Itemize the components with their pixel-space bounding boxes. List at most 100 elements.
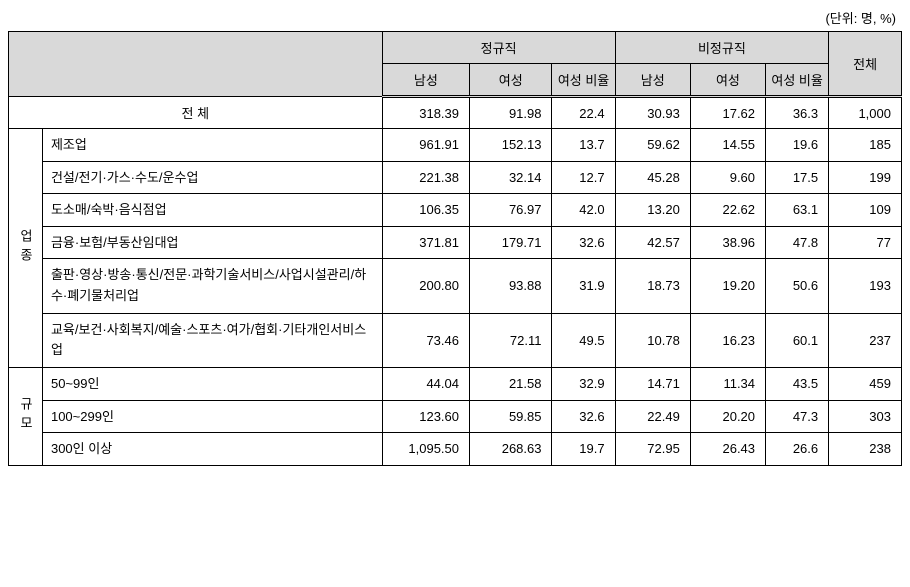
- cell-reg-female: 179.71: [470, 226, 552, 259]
- cell-total: 459: [829, 368, 902, 401]
- cell-reg-male: 73.46: [382, 313, 469, 368]
- cell-nr-ratio: 60.1: [766, 313, 829, 368]
- cell-nr-ratio: 47.3: [766, 400, 829, 433]
- header-nr-male: 남성: [615, 64, 690, 97]
- cell-nr-male: 30.93: [615, 97, 690, 129]
- table-row: 100~299인123.6059.8532.622.4920.2047.3303: [9, 400, 902, 433]
- header-blank: [9, 32, 383, 97]
- table-row: 300인 이상1,095.50268.6319.772.9526.4326.62…: [9, 433, 902, 466]
- cell-reg-female: 91.98: [470, 97, 552, 129]
- header-reg-female: 여성: [470, 64, 552, 97]
- data-table: 정규직 비정규직 전체 남성 여성 여성 비율 남성 여성 여성 비율 전 체3…: [8, 31, 902, 466]
- cell-reg-female: 72.11: [470, 313, 552, 368]
- cell-reg-ratio: 32.6: [552, 226, 615, 259]
- header-reg-male: 남성: [382, 64, 469, 97]
- cell-total: 77: [829, 226, 902, 259]
- cell-nr-female: 16.23: [690, 313, 765, 368]
- cell-nr-female: 20.20: [690, 400, 765, 433]
- cell-total: 193: [829, 259, 902, 314]
- cell-reg-ratio: 31.9: [552, 259, 615, 314]
- unit-label: (단위: 명, %): [8, 8, 902, 27]
- category-size: 규모: [9, 368, 43, 466]
- cell-nr-ratio: 63.1: [766, 194, 829, 227]
- cell-nr-ratio: 50.6: [766, 259, 829, 314]
- cell-nr-female: 9.60: [690, 161, 765, 194]
- cell-nr-male: 18.73: [615, 259, 690, 314]
- cell-total: 238: [829, 433, 902, 466]
- cell-reg-female: 76.97: [470, 194, 552, 227]
- cell-nr-male: 22.49: [615, 400, 690, 433]
- cell-total: 199: [829, 161, 902, 194]
- cell-reg-ratio: 19.7: [552, 433, 615, 466]
- cell-nr-male: 45.28: [615, 161, 690, 194]
- cell-reg-ratio: 42.0: [552, 194, 615, 227]
- cell-reg-male: 123.60: [382, 400, 469, 433]
- cell-reg-ratio: 12.7: [552, 161, 615, 194]
- table-row: 건설/전기·가스·수도/운수업221.3832.1412.745.289.601…: [9, 161, 902, 194]
- table-row-total: 전 체318.3991.9822.430.9317.6236.31,000: [9, 97, 902, 129]
- cell-total: 185: [829, 129, 902, 162]
- cell-reg-ratio: 32.9: [552, 368, 615, 401]
- table-row: 금융·보험/부동산임대업371.81179.7132.642.5738.9647…: [9, 226, 902, 259]
- table-row: 규모50~99인44.0421.5832.914.7111.3443.5459: [9, 368, 902, 401]
- table-row: 출판·영상·방송·통신/전문·과학기술서비스/사업시설관리/하수·폐기물처리업2…: [9, 259, 902, 314]
- header-nonregular-group: 비정규직: [615, 32, 829, 64]
- cell-total: 109: [829, 194, 902, 227]
- cell-reg-female: 32.14: [470, 161, 552, 194]
- table-row: 교육/보건·사회복지/예술·스포츠·여가/협회·기타개인서비스업73.4672.…: [9, 313, 902, 368]
- cell-reg-male: 318.39: [382, 97, 469, 129]
- cell-nr-ratio: 17.5: [766, 161, 829, 194]
- cell-nr-female: 38.96: [690, 226, 765, 259]
- cell-total: 303: [829, 400, 902, 433]
- header-total: 전체: [829, 32, 902, 97]
- cell-nr-male: 59.62: [615, 129, 690, 162]
- cell-reg-ratio: 49.5: [552, 313, 615, 368]
- row-label: 50~99인: [42, 368, 382, 401]
- cell-total: 237: [829, 313, 902, 368]
- cell-nr-ratio: 19.6: [766, 129, 829, 162]
- cell-nr-female: 26.43: [690, 433, 765, 466]
- cell-nr-male: 72.95: [615, 433, 690, 466]
- cell-reg-female: 268.63: [470, 433, 552, 466]
- cell-nr-female: 17.62: [690, 97, 765, 129]
- cell-nr-female: 19.20: [690, 259, 765, 314]
- cell-nr-female: 11.34: [690, 368, 765, 401]
- cell-reg-ratio: 13.7: [552, 129, 615, 162]
- cell-reg-female: 21.58: [470, 368, 552, 401]
- cell-reg-male: 106.35: [382, 194, 469, 227]
- category-industry: 업종: [9, 129, 43, 368]
- row-label-total: 전 체: [9, 97, 383, 129]
- row-label: 건설/전기·가스·수도/운수업: [42, 161, 382, 194]
- header-regular-group: 정규직: [382, 32, 615, 64]
- row-label: 교육/보건·사회복지/예술·스포츠·여가/협회·기타개인서비스업: [42, 313, 382, 368]
- cell-nr-female: 22.62: [690, 194, 765, 227]
- cell-reg-ratio: 22.4: [552, 97, 615, 129]
- cell-reg-male: 1,095.50: [382, 433, 469, 466]
- cell-nr-male: 10.78: [615, 313, 690, 368]
- cell-total: 1,000: [829, 97, 902, 129]
- cell-reg-male: 221.38: [382, 161, 469, 194]
- cell-nr-male: 14.71: [615, 368, 690, 401]
- header-reg-ratio: 여성 비율: [552, 64, 615, 97]
- table-row: 도소매/숙박·음식점업106.3576.9742.013.2022.6263.1…: [9, 194, 902, 227]
- cell-reg-ratio: 32.6: [552, 400, 615, 433]
- row-label: 제조업: [42, 129, 382, 162]
- cell-nr-male: 42.57: [615, 226, 690, 259]
- cell-reg-male: 200.80: [382, 259, 469, 314]
- cell-nr-female: 14.55: [690, 129, 765, 162]
- row-label: 금융·보험/부동산임대업: [42, 226, 382, 259]
- cell-reg-male: 44.04: [382, 368, 469, 401]
- row-label: 300인 이상: [42, 433, 382, 466]
- cell-reg-male: 961.91: [382, 129, 469, 162]
- cell-nr-male: 13.20: [615, 194, 690, 227]
- cell-nr-ratio: 26.6: [766, 433, 829, 466]
- cell-nr-ratio: 36.3: [766, 97, 829, 129]
- cell-reg-female: 93.88: [470, 259, 552, 314]
- cell-nr-ratio: 47.8: [766, 226, 829, 259]
- cell-nr-ratio: 43.5: [766, 368, 829, 401]
- header-nr-female: 여성: [690, 64, 765, 97]
- header-nr-ratio: 여성 비율: [766, 64, 829, 97]
- cell-reg-male: 371.81: [382, 226, 469, 259]
- table-row: 업종제조업961.91152.1313.759.6214.5519.6185: [9, 129, 902, 162]
- row-label: 출판·영상·방송·통신/전문·과학기술서비스/사업시설관리/하수·폐기물처리업: [42, 259, 382, 314]
